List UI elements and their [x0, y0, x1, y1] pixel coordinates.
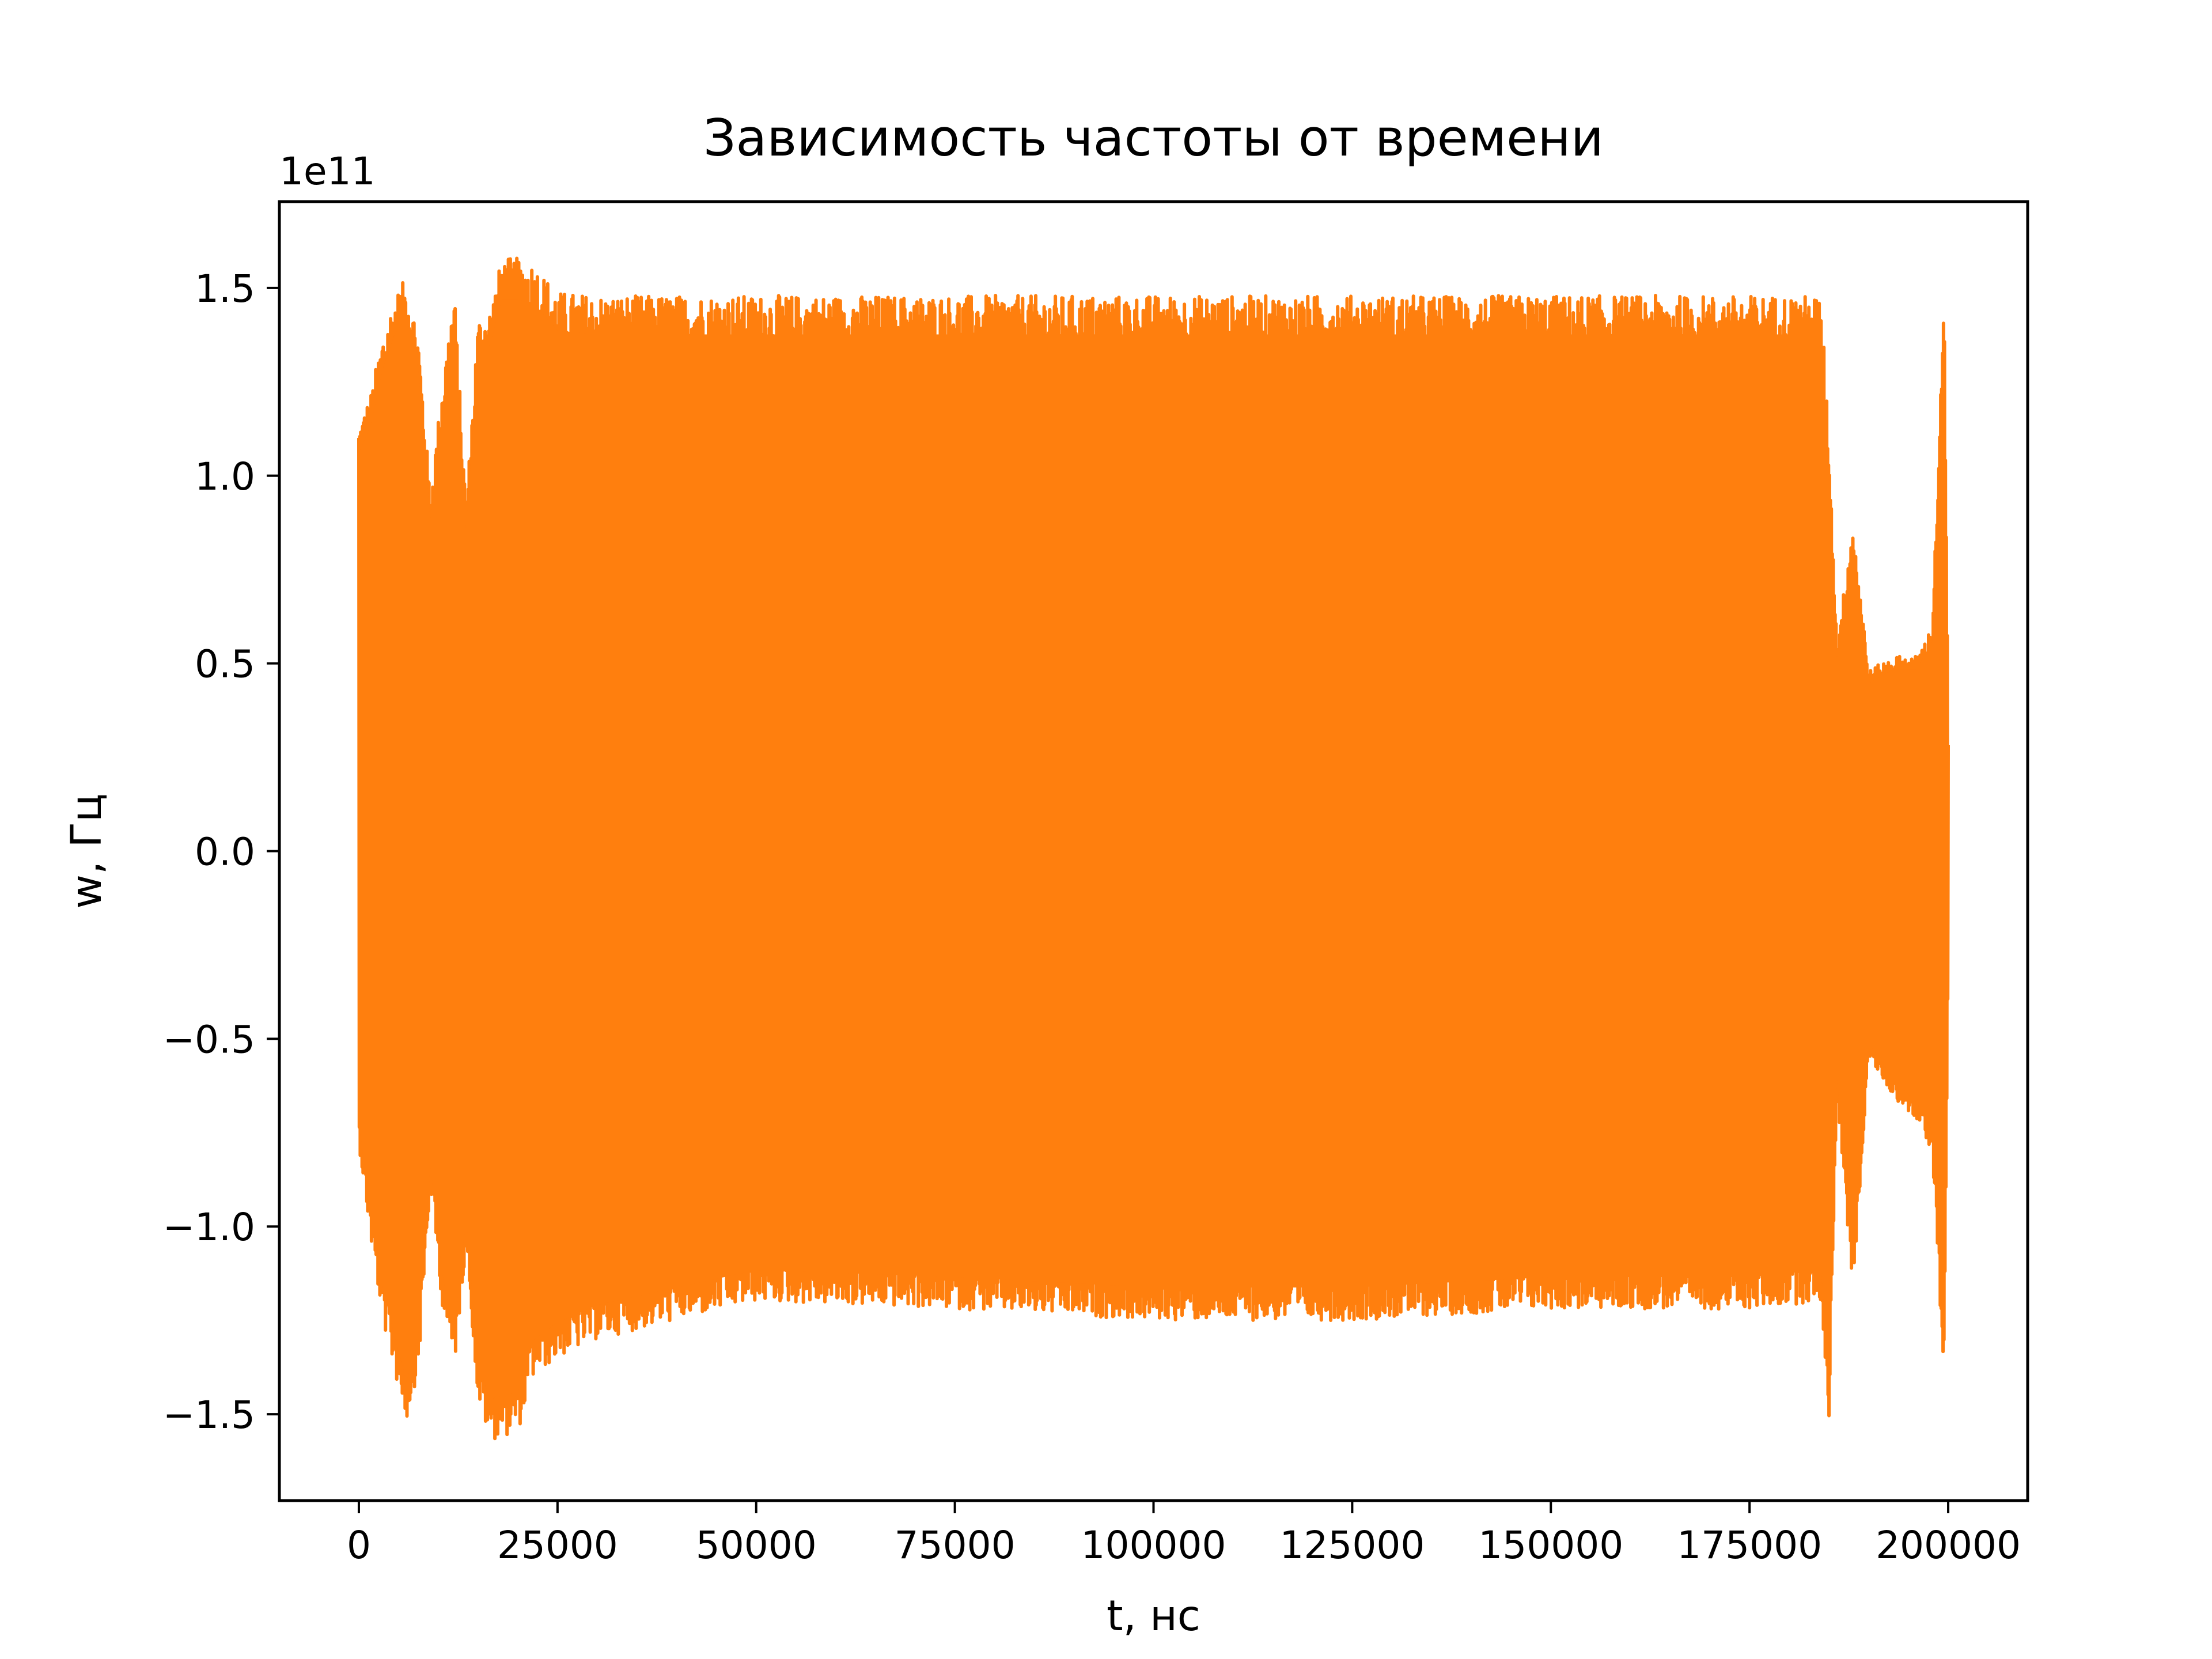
y-tick-label: −1.0: [163, 1205, 255, 1249]
x-axis: 0 25000 50000 75000 100000 125000 150000 175000…: [347, 1501, 2021, 1567]
x-tick-label: 150000: [1478, 1523, 1623, 1567]
y-tick-label: −1.5: [163, 1393, 255, 1437]
x-tick-label: 100000: [1081, 1523, 1226, 1567]
x-tick-label: 125000: [1279, 1523, 1425, 1567]
x-tick-label: 25000: [497, 1523, 618, 1567]
y-tick-label: 1.0: [195, 454, 255, 499]
x-tick-label: 75000: [895, 1523, 1016, 1567]
x-axis-label: t, нс: [1107, 1592, 1200, 1641]
x-tick-label: 175000: [1677, 1523, 1822, 1567]
plot-area: [357, 256, 1950, 1441]
y-tick-label: 0.5: [195, 642, 255, 687]
y-tick-label: 1.5: [195, 267, 255, 311]
y-axis: −1.5 −1.0 −0.5 0.0 0.5 1.0 1.5: [163, 267, 279, 1437]
x-tick-label: 200000: [1876, 1523, 2021, 1567]
x-tick-label: 50000: [696, 1523, 817, 1567]
y-axis-label: w, Гц: [62, 793, 111, 908]
chart-title: Зависимость частоты от времени: [703, 108, 1604, 168]
series-fill: [359, 299, 1948, 1400]
x-tick-label: 0: [347, 1523, 371, 1567]
y-axis-offset-text: 1e11: [279, 149, 376, 194]
y-tick-label: −0.5: [163, 1017, 255, 1062]
y-tick-label: 0.0: [195, 830, 255, 874]
